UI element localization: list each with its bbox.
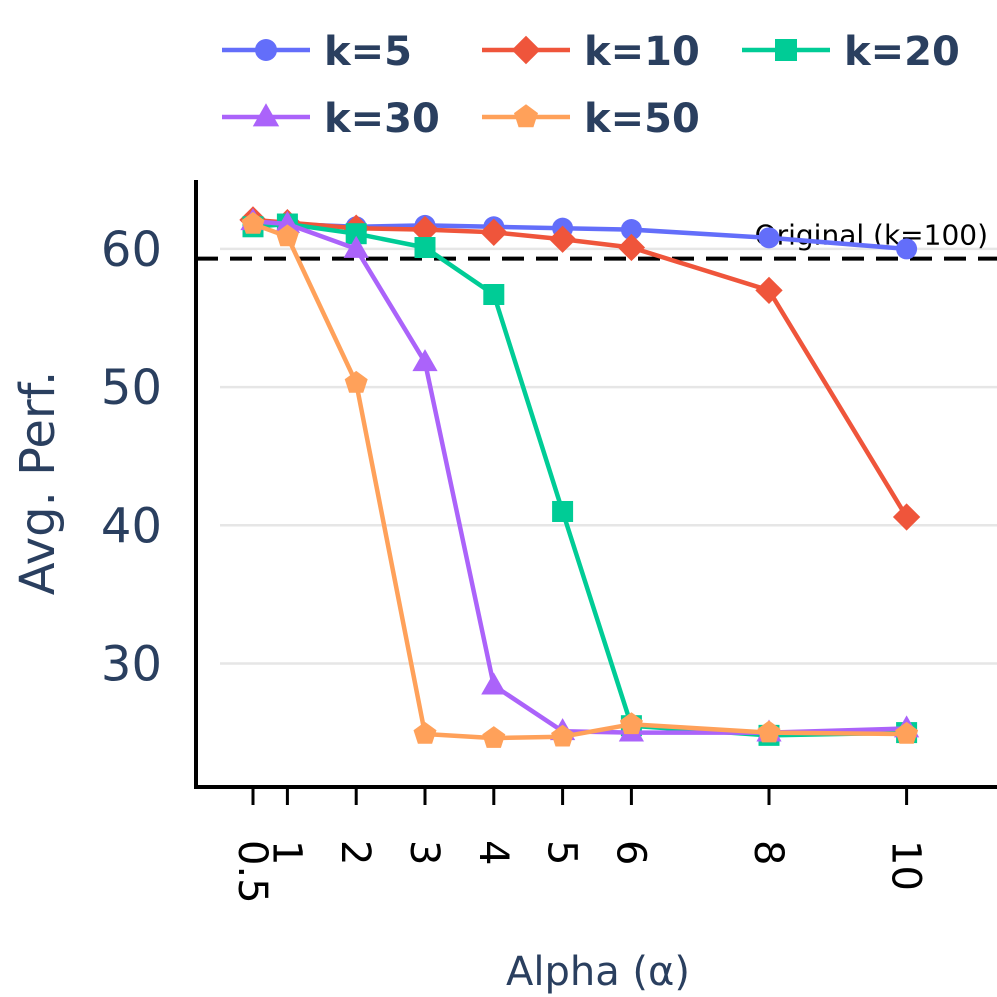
- data-point-k=20-5: [552, 500, 574, 522]
- data-point-k=50-2: [344, 370, 368, 393]
- y-tick-label-50: 50: [101, 360, 162, 416]
- data-point-k=50-4: [482, 726, 506, 748]
- legend-item-k=5: k=5: [222, 29, 412, 75]
- data-point-k=20-3: [414, 237, 436, 259]
- y-tick-label-30: 30: [101, 637, 162, 693]
- data-point-k=5-6: [620, 219, 642, 241]
- data-point-k=20-2: [345, 223, 367, 245]
- legend-marker-k=30: [252, 103, 280, 127]
- legend-label-k=5: k=5: [324, 29, 412, 75]
- data-point-k=50-6: [619, 712, 643, 735]
- data-point-k=50-8: [757, 720, 781, 743]
- data-point-k=30-4: [481, 672, 507, 695]
- y-tick-label-60: 60: [101, 222, 162, 278]
- legend-label-k=20: k=20: [844, 29, 960, 75]
- x-tick-label-8: 8: [745, 840, 791, 865]
- series-line-k=30: [252, 219, 907, 735]
- series-k=10: [239, 206, 921, 531]
- data-point-k=30-2: [343, 235, 369, 258]
- series-k=50: [241, 211, 919, 748]
- legend: k=5 k=10 k=20 k=30 k=50: [222, 29, 960, 142]
- legend-item-k=50: k=50: [482, 96, 700, 142]
- data-point-k=10-5: [548, 225, 577, 253]
- data-point-k=20-4: [483, 284, 505, 306]
- legend-label-k=50: k=50: [584, 96, 700, 142]
- y-ticks: 30 40 50 60: [101, 222, 162, 693]
- legend-label-k=10: k=10: [584, 29, 700, 75]
- legend-item-k=20: k=20: [742, 29, 960, 75]
- data-point-k=10-4: [480, 218, 508, 246]
- legend-item-k=30: k=30: [222, 96, 440, 142]
- grid-lines: [220, 247, 997, 665]
- x-tick-label-0.5: 0.5: [229, 840, 275, 904]
- axes: [194, 180, 997, 789]
- data-point-k=30-1: [274, 210, 300, 233]
- legend-label-k=30: k=30: [324, 96, 440, 142]
- data-point-k=50-1: [275, 224, 299, 247]
- data-point-k=50-5: [551, 724, 575, 747]
- series-k=30: [240, 208, 920, 742]
- data-point-k=10-8: [755, 276, 783, 305]
- data-point-k=5-10: [896, 238, 918, 260]
- legend-marker-k=20: [775, 39, 797, 61]
- series-line-k=50: [252, 221, 907, 741]
- data-point-k=50-3: [413, 721, 437, 744]
- x-axis-title: Alpha (α): [506, 949, 690, 995]
- series-group: [239, 206, 921, 748]
- x-ticks: 0.51 2 3 4 5 6 8 10: [229, 789, 929, 904]
- legend-marker-k=5: [255, 39, 277, 61]
- x-tick-label-2: 2: [332, 840, 378, 865]
- legend-item-k=10: k=10: [482, 29, 700, 75]
- series-line-k=20: [252, 221, 907, 738]
- data-point-k=50-10: [895, 721, 919, 744]
- y-axis-title: Avg. Perf.: [10, 371, 66, 596]
- data-point-k=10-6: [617, 233, 646, 262]
- data-point-k=50-0.5: [241, 211, 265, 234]
- data-point-k=10-3: [411, 215, 439, 244]
- x-tick-label-5: 5: [539, 840, 585, 865]
- x-tick-label-1: 1: [263, 840, 309, 865]
- series-k=20: [242, 213, 918, 746]
- legend-marker-k=50: [514, 104, 538, 128]
- x-tick-label-10: 10: [883, 840, 929, 891]
- data-point-k=5-8: [758, 227, 780, 249]
- x-tick-label-6: 6: [607, 840, 653, 865]
- x-tick-label-4: 4: [470, 840, 516, 865]
- data-point-k=10-10: [892, 503, 921, 531]
- legend-marker-k=10: [511, 35, 541, 65]
- data-point-k=30-3: [412, 349, 438, 372]
- x-tick-label-3: 3: [401, 840, 447, 865]
- y-tick-label-40: 40: [101, 498, 162, 554]
